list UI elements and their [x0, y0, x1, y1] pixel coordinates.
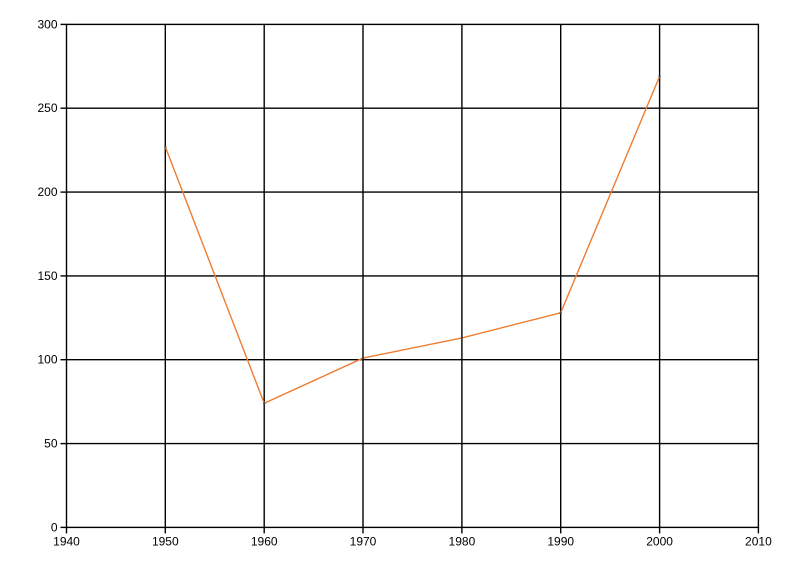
svg-text:200: 200 — [37, 185, 57, 199]
svg-text:250: 250 — [37, 101, 57, 115]
svg-text:300: 300 — [37, 17, 57, 31]
svg-text:1950: 1950 — [152, 534, 179, 548]
svg-text:0: 0 — [51, 520, 58, 534]
svg-text:100: 100 — [37, 353, 57, 367]
svg-text:1980: 1980 — [449, 534, 476, 548]
svg-text:50: 50 — [44, 437, 58, 451]
svg-text:1970: 1970 — [350, 534, 377, 548]
svg-text:1960: 1960 — [251, 534, 278, 548]
svg-text:1990: 1990 — [547, 534, 574, 548]
svg-text:150: 150 — [37, 269, 57, 283]
svg-text:2010: 2010 — [745, 534, 772, 548]
svg-text:1940: 1940 — [53, 534, 80, 548]
svg-text:2000: 2000 — [646, 534, 673, 548]
